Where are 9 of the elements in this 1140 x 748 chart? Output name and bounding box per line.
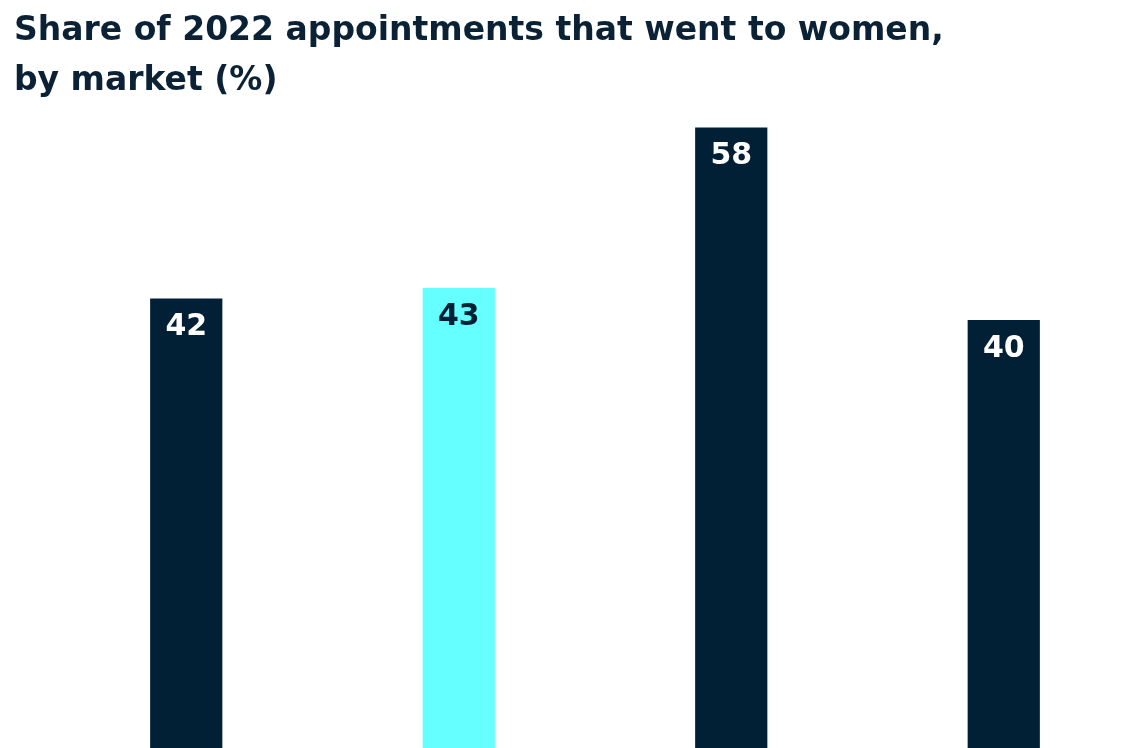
bar xyxy=(150,298,223,748)
data-label: 40 xyxy=(982,328,1025,364)
data-label: 43 xyxy=(437,296,480,332)
chart-title: Share of 2022 appointments that went to women, by market (%) xyxy=(14,8,945,100)
data-label: 42 xyxy=(165,307,208,343)
data-label: 58 xyxy=(710,136,753,172)
bar xyxy=(695,127,768,748)
bar xyxy=(967,320,1040,748)
bar xyxy=(422,287,495,748)
